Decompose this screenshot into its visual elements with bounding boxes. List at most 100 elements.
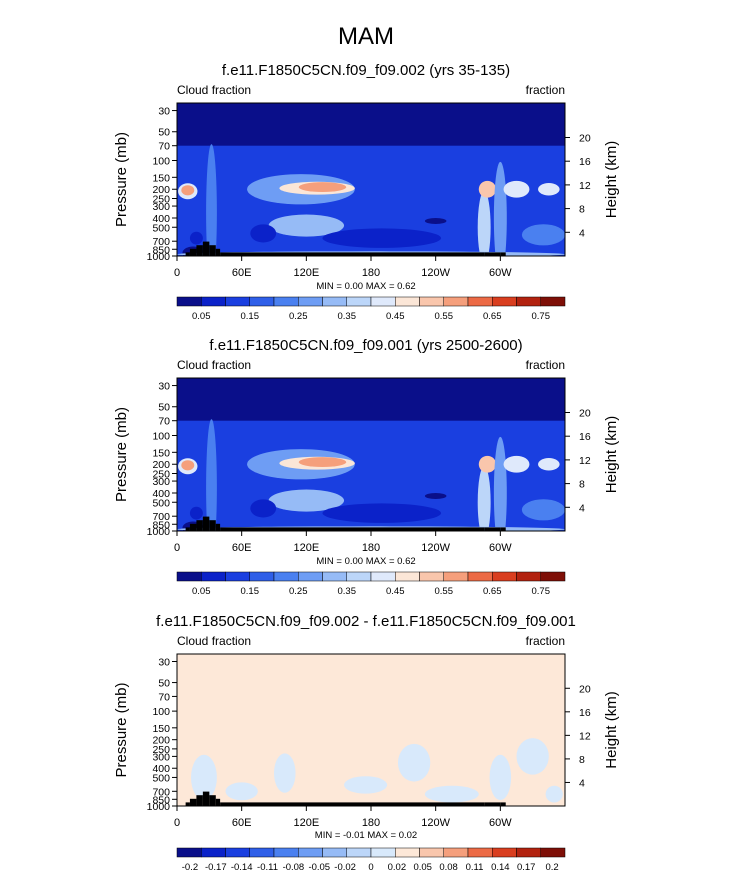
contour-region [344, 776, 388, 794]
contour-region [206, 419, 217, 531]
colorbar-box [443, 847, 469, 858]
terrain-block [220, 527, 485, 531]
y-tick-label: 30 [158, 657, 170, 669]
terrain-block [196, 245, 203, 256]
terrain-block [189, 798, 197, 806]
y-tick-label: 400 [152, 488, 170, 500]
colorbar-label: 0.08 [439, 862, 458, 871]
x-tick-label: 60E [232, 542, 252, 554]
contour-field [177, 103, 565, 256]
contour-region [538, 457, 560, 471]
contour-field [177, 378, 565, 531]
x-tick-label: 60E [232, 267, 252, 279]
terrain-block [189, 248, 197, 256]
colorbar-box [419, 571, 444, 582]
chart-panel-1: f.e11.F1850C5CN.f09_f09.002 (yrs 35-135)… [113, 62, 620, 322]
stratosphere-band [177, 103, 565, 146]
colorbar-box [443, 296, 469, 307]
colorbar-box [516, 296, 541, 307]
y-tick-label: 300 [152, 751, 170, 763]
y-tick-label: 250 [152, 469, 170, 481]
colorbar-box [370, 847, 396, 858]
colorbar-label: 0 [368, 862, 373, 871]
contour-region [424, 492, 447, 499]
colorbar-box [419, 847, 444, 858]
contour-region [322, 503, 442, 523]
colorbar-box [443, 571, 469, 582]
colorbar-label: -0.08 [283, 862, 305, 871]
terrain-block [209, 795, 216, 806]
chart-title: f.e11.F1850C5CN.f09_f09.002 (yrs 35-135) [222, 62, 510, 79]
y-axis-label: Pressure (mb) [113, 682, 130, 777]
colorbar-label: 0.55 [435, 586, 454, 597]
colorbar-box [395, 847, 420, 858]
y-tick-label: 700 [152, 511, 170, 523]
terrain-block [202, 791, 210, 806]
colorbar-label: 0.55 [435, 311, 454, 322]
terrain-block [189, 523, 197, 531]
x-tick-label: 120W [421, 817, 450, 829]
y-axis-label: Pressure (mb) [113, 132, 130, 227]
colorbar-box [201, 296, 226, 307]
y-tick-label: 300 [152, 476, 170, 488]
y-tick-label: 100 [152, 706, 170, 718]
contour-region [478, 180, 497, 198]
y-axis-label-right: Height (km) [603, 691, 620, 769]
colorbar: 0.05 0.15 0.25 0.35 0.45 0.55 0.65 0.75 [176, 571, 566, 597]
colorbar-box [225, 296, 250, 307]
stats-text: MIN = -0.01 MAX = 0.02 [315, 830, 417, 841]
contour-region [181, 460, 195, 471]
colorbar-box [249, 847, 275, 858]
colorbar-box [346, 571, 372, 582]
colorbar-box [467, 571, 493, 582]
terrain [185, 516, 506, 531]
y-tick-label: 400 [152, 763, 170, 775]
colorbar-box [492, 296, 517, 307]
x-tick-label: 120W [421, 542, 450, 554]
colorbar-box [176, 296, 202, 307]
y-right-tick-label: 8 [579, 204, 585, 216]
contour-region [489, 754, 512, 801]
colorbar-box [370, 571, 396, 582]
y-tick-label: 850 [152, 519, 170, 531]
terrain-block [196, 795, 203, 806]
y-tick-label: 200 [152, 735, 170, 747]
colorbar-box [273, 571, 299, 582]
contour-region [274, 753, 296, 793]
y-right-tick-label: 4 [579, 502, 585, 514]
terrain-block [484, 802, 501, 806]
colorbar-box [201, 571, 226, 582]
colorbar-box [225, 847, 250, 858]
colorbar-label: 0.45 [386, 311, 405, 322]
colorbar-box [273, 847, 299, 858]
contour-region [250, 499, 277, 518]
y-right-tick-label: 8 [579, 479, 585, 491]
terrain-block [215, 798, 221, 806]
colorbar: 0.05 0.15 0.25 0.35 0.45 0.55 0.65 0.75 [176, 296, 566, 322]
colorbar-box [225, 571, 250, 582]
x-tick-label: 180 [362, 542, 380, 554]
colorbar-label: 0.65 [483, 586, 502, 597]
contour-region [477, 191, 491, 256]
contour-region [189, 231, 203, 245]
terrain-block [500, 252, 506, 256]
colorbar-label: 0.15 [241, 311, 260, 322]
y-tick-label: 70 [158, 691, 170, 703]
colorbar-label: 0.35 [338, 586, 357, 597]
y-tick-label: 700 [152, 236, 170, 248]
contour-region [181, 185, 195, 196]
colorbar-label: 0.35 [338, 311, 357, 322]
terrain-block [220, 802, 485, 806]
x-tick-label: 0 [174, 267, 180, 279]
terrain [185, 241, 506, 256]
colorbar-box [322, 847, 347, 858]
y-right-tick-label: 20 [579, 132, 591, 144]
contour-region [206, 144, 217, 256]
colorbar-box [298, 847, 323, 858]
colorbar-label: 0.05 [192, 311, 211, 322]
colorbar-box [273, 296, 299, 307]
y-tick-label: 150 [152, 723, 170, 735]
colorbar-box [249, 296, 275, 307]
contour-region [268, 489, 345, 512]
colorbar-box [298, 296, 323, 307]
